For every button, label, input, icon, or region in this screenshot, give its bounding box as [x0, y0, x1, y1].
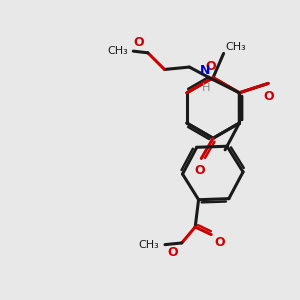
Text: O: O: [264, 90, 274, 103]
Text: O: O: [168, 246, 178, 259]
Text: N: N: [200, 64, 210, 76]
Text: O: O: [133, 37, 144, 50]
Text: CH₃: CH₃: [107, 46, 128, 56]
Text: O: O: [214, 236, 225, 249]
Text: CH₃: CH₃: [225, 42, 246, 52]
Text: H: H: [202, 83, 210, 93]
Text: O: O: [206, 60, 216, 73]
Text: O: O: [194, 164, 205, 177]
Text: CH₃: CH₃: [138, 240, 159, 250]
